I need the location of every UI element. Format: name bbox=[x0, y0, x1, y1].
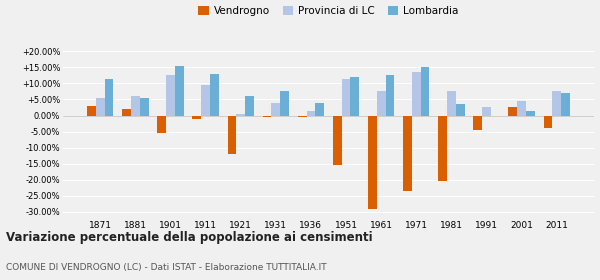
Bar bbox=[280, 91, 289, 116]
Legend: Vendrogno, Provincia di LC, Lombardia: Vendrogno, Provincia di LC, Lombardia bbox=[194, 1, 463, 20]
Bar bbox=[263, 116, 271, 117]
Bar bbox=[561, 93, 570, 116]
Bar bbox=[517, 101, 526, 116]
Bar bbox=[236, 114, 245, 116]
Bar bbox=[245, 96, 254, 116]
Bar bbox=[350, 77, 359, 116]
Bar bbox=[140, 98, 149, 116]
Bar bbox=[271, 103, 280, 116]
Text: COMUNE DI VENDROGNO (LC) - Dati ISTAT - Elaborazione TUTTITALIA.IT: COMUNE DI VENDROGNO (LC) - Dati ISTAT - … bbox=[6, 263, 326, 272]
Bar bbox=[104, 79, 113, 116]
Bar bbox=[386, 75, 394, 116]
Bar bbox=[412, 72, 421, 116]
Bar bbox=[377, 91, 386, 116]
Bar bbox=[210, 74, 219, 116]
Bar bbox=[553, 91, 561, 116]
Bar bbox=[544, 116, 553, 129]
Bar bbox=[157, 116, 166, 133]
Bar bbox=[307, 111, 316, 116]
Bar bbox=[341, 79, 350, 116]
Bar bbox=[316, 103, 324, 116]
Bar bbox=[333, 116, 341, 165]
Bar bbox=[447, 91, 456, 116]
Bar bbox=[201, 85, 210, 116]
Bar bbox=[482, 108, 491, 116]
Bar bbox=[122, 109, 131, 116]
Bar bbox=[456, 104, 464, 116]
Bar bbox=[526, 111, 535, 116]
Bar bbox=[166, 75, 175, 116]
Bar bbox=[508, 108, 517, 116]
Bar bbox=[131, 96, 140, 116]
Bar bbox=[193, 116, 201, 119]
Bar bbox=[438, 116, 447, 181]
Bar bbox=[96, 98, 104, 116]
Bar bbox=[87, 106, 96, 116]
Bar bbox=[403, 116, 412, 191]
Bar bbox=[421, 67, 430, 116]
Bar bbox=[227, 116, 236, 154]
Bar bbox=[368, 116, 377, 209]
Bar bbox=[473, 116, 482, 130]
Bar bbox=[298, 116, 307, 117]
Text: Variazione percentuale della popolazione ai censimenti: Variazione percentuale della popolazione… bbox=[6, 231, 373, 244]
Bar bbox=[175, 66, 184, 116]
